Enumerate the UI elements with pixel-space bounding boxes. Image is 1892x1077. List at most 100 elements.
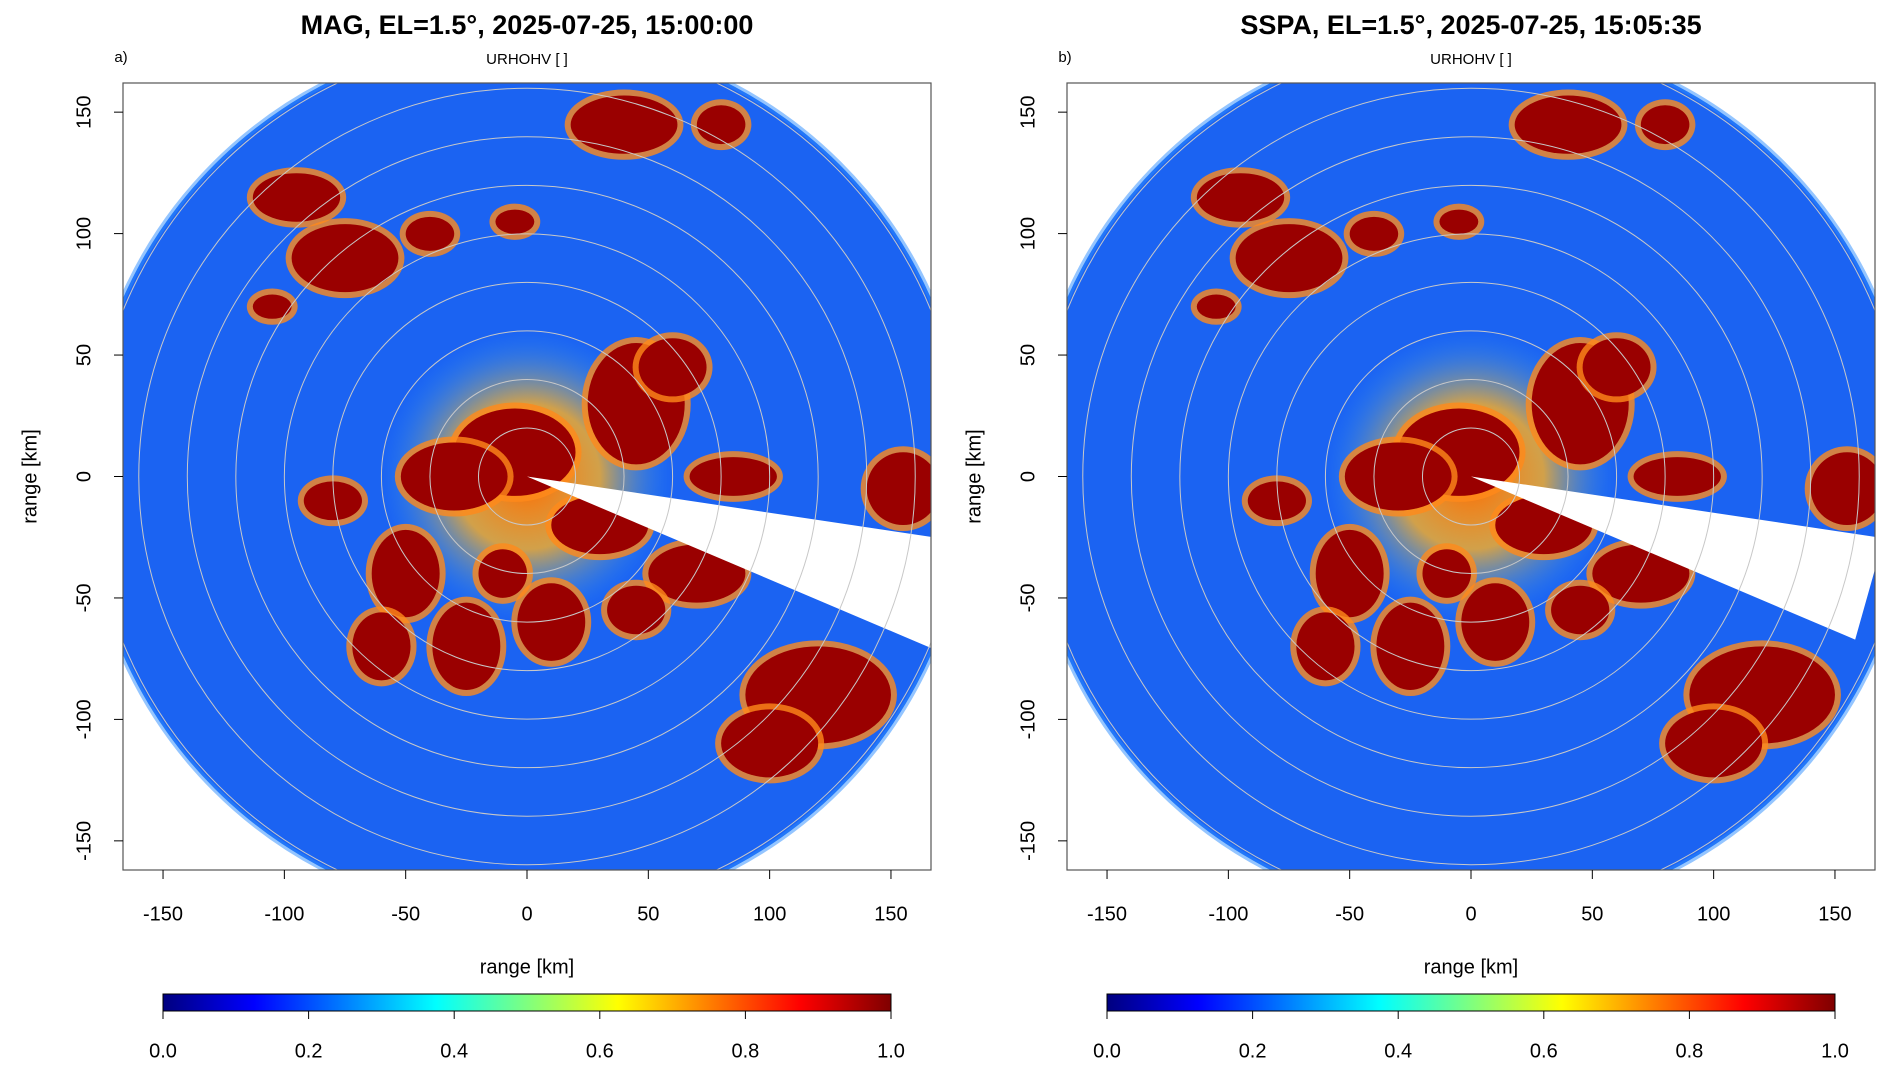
echo	[1196, 173, 1285, 222]
x-tick-label: 0	[521, 903, 532, 925]
range-ring	[429, 378, 625, 575]
x-tick-label: -100	[1208, 903, 1248, 925]
echo	[1551, 585, 1610, 635]
x-tick-label: -150	[143, 903, 183, 925]
y-tick-label: 150	[73, 95, 95, 128]
range-ring	[1130, 136, 1812, 817]
echo	[400, 442, 508, 511]
echo	[721, 709, 819, 778]
echo	[1461, 583, 1530, 661]
radar-image	[1067, 83, 1875, 870]
echo	[252, 294, 292, 319]
echo	[1422, 549, 1471, 598]
x-tick-label: 50	[1581, 903, 1603, 925]
colorbar-tick-label: 0.8	[731, 1040, 759, 1062]
echo	[1376, 602, 1445, 691]
range-ring	[186, 136, 868, 817]
colorbar-tick-label: 0.6	[586, 1040, 614, 1062]
echo	[478, 549, 527, 598]
x-tick-label: 0	[1465, 903, 1476, 925]
range-ring	[1421, 427, 1521, 526]
x-tick-label: -50	[1335, 903, 1364, 925]
echo	[638, 338, 707, 397]
echo	[1514, 95, 1622, 154]
colorbar-tick-label: 0.4	[1384, 1040, 1412, 1062]
blocked-sector	[527, 476, 931, 648]
echo	[1582, 338, 1651, 397]
x-tick-label: 100	[753, 903, 786, 925]
range-ring	[332, 281, 722, 672]
colorbar	[162, 993, 892, 1012]
echo	[570, 95, 678, 154]
echo	[1810, 452, 1875, 526]
colorbar-tick-label: 0.2	[295, 1040, 323, 1062]
range-ring	[1227, 233, 1715, 720]
y-tick-label: 0	[73, 471, 95, 482]
echo	[1633, 457, 1721, 496]
subtitle: URHOHV [ ]	[486, 51, 568, 68]
blocked-sector	[1471, 476, 1875, 640]
colorbar-tick-label: 0.0	[1093, 1040, 1121, 1062]
y-tick-label: -50	[73, 583, 95, 612]
y-tick-label: 100	[73, 217, 95, 250]
subtitle: URHOHV [ ]	[1430, 51, 1512, 68]
echo	[1344, 442, 1452, 511]
echo	[607, 585, 666, 635]
colorbar-tick-label: 0.0	[149, 1040, 177, 1062]
y-tick-label: -150	[73, 821, 95, 861]
colorbar	[1106, 993, 1836, 1012]
y-axis-label: range [km]	[963, 429, 985, 523]
range-ring	[283, 233, 771, 720]
colorbar-tick-label: 0.8	[1675, 1040, 1703, 1062]
range-ring	[477, 427, 577, 526]
range-ring	[1276, 281, 1666, 672]
echo	[1592, 544, 1690, 603]
echo	[517, 583, 586, 661]
y-tick-label: -50	[1017, 583, 1039, 612]
echo	[495, 209, 535, 234]
x-tick-label: -100	[264, 903, 304, 925]
echo	[1640, 105, 1690, 145]
echo	[405, 216, 455, 251]
colorbar-tick-label: 0.2	[1239, 1040, 1267, 1062]
range-ring	[1082, 87, 1860, 866]
x-tick-label: -150	[1087, 903, 1127, 925]
x-axis-label: range [km]	[1424, 956, 1518, 978]
y-tick-label: 150	[1017, 95, 1039, 128]
echo	[303, 481, 363, 521]
echo	[866, 452, 931, 526]
panel-label: b)	[1058, 49, 1071, 66]
y-tick-label: -100	[73, 699, 95, 739]
radar-image	[123, 83, 931, 870]
range-ring	[235, 184, 819, 769]
chart-title: SSPA, EL=1.5°, 2025-07-25, 15:05:35	[1240, 10, 1701, 40]
echo	[689, 457, 777, 496]
range-ring	[1179, 184, 1763, 769]
echo	[1235, 224, 1343, 293]
x-tick-label: 150	[1818, 903, 1851, 925]
echo	[252, 173, 341, 222]
echo	[1349, 216, 1399, 251]
panel-label: a)	[114, 49, 127, 66]
x-axis-label: range [km]	[480, 956, 574, 978]
y-tick-label: -150	[1017, 821, 1039, 861]
x-tick-label: 50	[637, 903, 659, 925]
echo	[291, 224, 399, 293]
echo	[1196, 294, 1236, 319]
colorbar-tick-label: 1.0	[1821, 1040, 1849, 1062]
echo	[696, 105, 746, 145]
range-ring	[138, 87, 916, 866]
echo	[432, 602, 501, 691]
colorbar-tick-label: 0.4	[440, 1040, 468, 1062]
x-tick-label: -50	[391, 903, 420, 925]
echo	[1296, 612, 1355, 681]
x-tick-label: 150	[874, 903, 907, 925]
range-ring	[1324, 330, 1618, 623]
echo	[352, 612, 411, 681]
colorbar-tick-label: 1.0	[877, 1040, 905, 1062]
y-tick-label: 100	[1017, 217, 1039, 250]
range-ring	[380, 330, 674, 623]
echo	[1247, 481, 1307, 521]
y-tick-label: 0	[1017, 471, 1039, 482]
